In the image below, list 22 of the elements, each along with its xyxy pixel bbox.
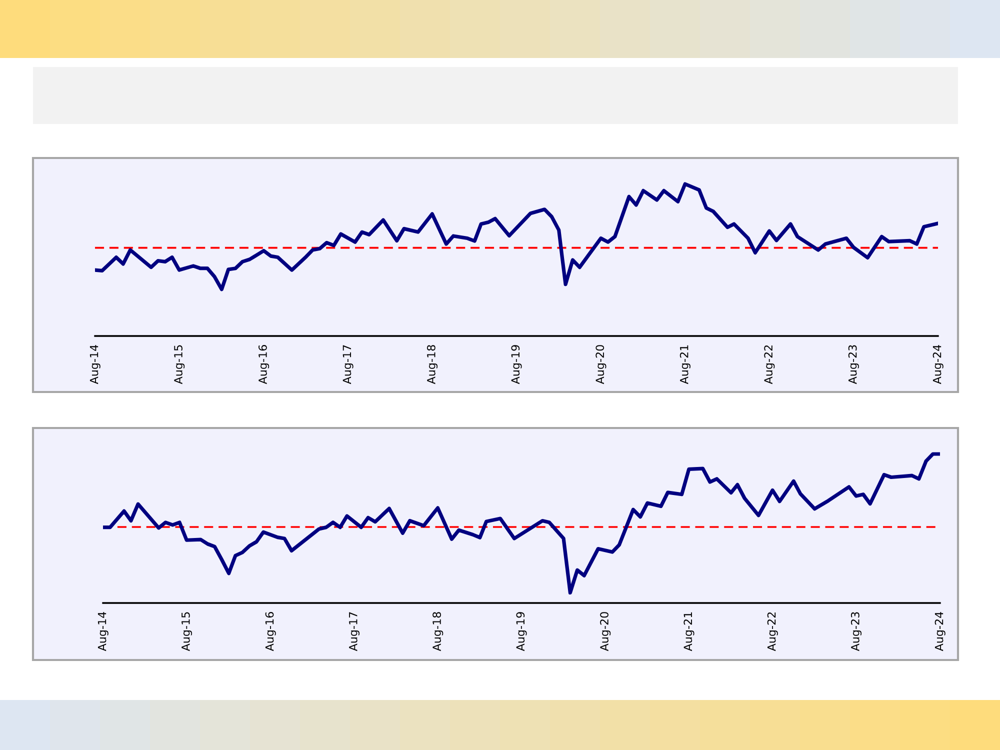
x-tick-label: Aug-16 xyxy=(265,612,276,652)
x-tick-label: Aug-18 xyxy=(432,612,444,652)
x-tick-label: Aug-20 xyxy=(596,345,606,384)
x-tick-label: Aug-17 xyxy=(342,345,354,384)
x-tick-label: Aug-19 xyxy=(516,612,527,652)
x-tick-label: Aug-16 xyxy=(258,345,270,384)
x-tick-label: Aug-14 xyxy=(98,612,108,652)
x-tick-label: Aug-20 xyxy=(600,612,611,652)
x-tick-label: Aug-14 xyxy=(90,344,100,384)
x-tick-label: Aug-18 xyxy=(426,345,438,384)
x-tick-label: Aug-24 xyxy=(934,612,946,652)
x-tick-label: Aug-22 xyxy=(767,612,778,652)
x-tick-label: Aug-15 xyxy=(174,345,185,384)
x-tick-label: Aug-21 xyxy=(684,612,694,652)
x-tick-label: Aug-24 xyxy=(932,344,944,384)
x-tick-label: Aug-17 xyxy=(349,612,360,652)
x-tick-label: Aug-21 xyxy=(680,345,690,384)
x-tick-label: Aug-23 xyxy=(848,345,859,384)
x-tick-label: Aug-22 xyxy=(764,345,775,384)
x-tick-label: Aug-19 xyxy=(511,345,522,384)
x-tick-label: Aug-23 xyxy=(850,612,862,652)
x-tick-label: Aug-15 xyxy=(182,612,192,652)
